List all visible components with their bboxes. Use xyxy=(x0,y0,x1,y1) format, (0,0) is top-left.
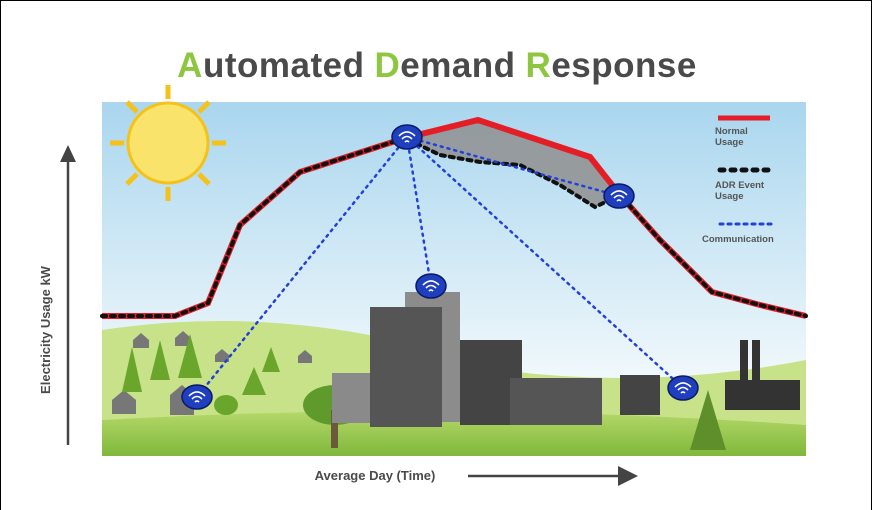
title-word: Automated xyxy=(177,46,365,85)
legend-communication: Communication xyxy=(702,234,774,245)
y-axis-arrowhead xyxy=(60,145,76,162)
legend: Normal Usage ADR Event Usage Communication xyxy=(702,115,775,245)
title-word: Response xyxy=(525,46,697,85)
communication-lines xyxy=(195,135,685,399)
title: Automated Demand Response xyxy=(0,46,874,86)
adr-usage-curve xyxy=(100,135,808,318)
ground xyxy=(102,411,806,456)
x-axis-arrowhead xyxy=(618,466,638,486)
y-axis-label: Electricity Usage kW xyxy=(38,265,53,394)
x-axis-label: Average Day (Time) xyxy=(315,468,436,483)
legend-adr: ADR Event Usage xyxy=(715,180,765,202)
buildings xyxy=(332,292,800,427)
legend-normal: Normal Usage xyxy=(715,126,748,148)
sun xyxy=(110,85,226,201)
title-word: Demand xyxy=(374,46,516,85)
houses xyxy=(112,331,312,415)
